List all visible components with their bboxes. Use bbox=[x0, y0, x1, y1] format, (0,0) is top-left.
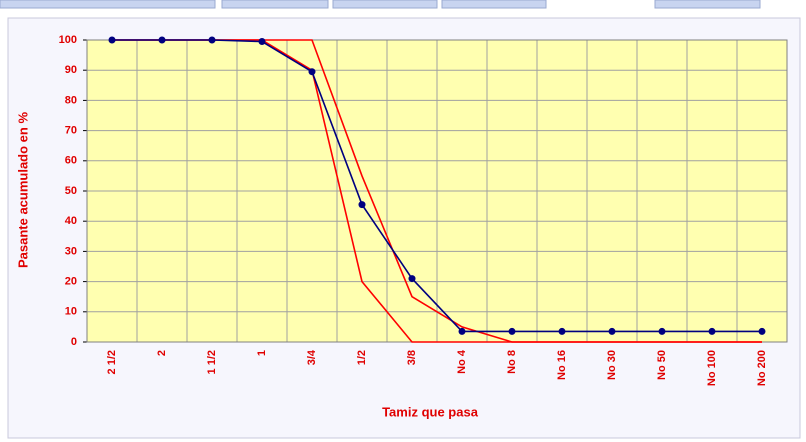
point bbox=[358, 201, 366, 209]
point bbox=[708, 327, 716, 335]
point bbox=[608, 327, 616, 335]
x-tick-label: 3/8 bbox=[406, 350, 418, 365]
y-tick-label: 10 bbox=[65, 306, 77, 318]
point bbox=[408, 275, 416, 283]
x-tick-label: No 100 bbox=[706, 350, 718, 386]
point bbox=[458, 327, 466, 335]
point bbox=[308, 68, 316, 76]
y-tick-label: 70 bbox=[65, 125, 77, 137]
y-axis-label: Pasante acumulado en % bbox=[15, 112, 30, 268]
tab bbox=[221, 0, 329, 9]
x-tick-label: No 30 bbox=[606, 350, 618, 380]
point bbox=[158, 36, 166, 44]
point bbox=[658, 327, 666, 335]
y-tick-label: 80 bbox=[65, 94, 77, 106]
y-tick-label: 60 bbox=[65, 155, 77, 167]
x-tick-label: 3/4 bbox=[306, 349, 318, 365]
x-axis-label: Tamiz que pasa bbox=[382, 404, 479, 419]
point bbox=[508, 327, 516, 335]
point bbox=[758, 327, 766, 335]
x-tick-label: 1 1/2 bbox=[206, 350, 218, 374]
x-tick-label: 2 bbox=[156, 350, 168, 356]
point bbox=[258, 38, 266, 46]
x-tick-label: 1/2 bbox=[356, 350, 368, 365]
y-tick-label: 50 bbox=[65, 185, 77, 197]
tab bbox=[441, 0, 547, 9]
x-tick-label: No 200 bbox=[756, 350, 768, 386]
series-line bbox=[112, 39, 762, 333]
y-tick-label: 40 bbox=[65, 215, 77, 227]
x-tick-label: 1 bbox=[256, 350, 268, 356]
y-tick-label: 100 bbox=[59, 34, 77, 46]
x-tick-label: No 16 bbox=[556, 350, 568, 380]
tab bbox=[654, 0, 761, 9]
y-tick-label: 30 bbox=[65, 245, 77, 257]
point bbox=[108, 36, 116, 44]
tab bbox=[0, 0, 216, 9]
x-tick-label: 2 1/2 bbox=[106, 350, 118, 374]
y-tick-label: 0 bbox=[71, 336, 77, 348]
y-tick-label: 20 bbox=[65, 276, 77, 288]
x-tick-label: No 50 bbox=[656, 350, 668, 380]
tab bbox=[332, 0, 438, 9]
y-tick-label: 90 bbox=[65, 64, 77, 76]
x-tick-label: No 4 bbox=[456, 349, 468, 374]
point bbox=[558, 327, 566, 335]
x-tick-label: No 8 bbox=[506, 350, 518, 374]
point bbox=[208, 36, 216, 44]
